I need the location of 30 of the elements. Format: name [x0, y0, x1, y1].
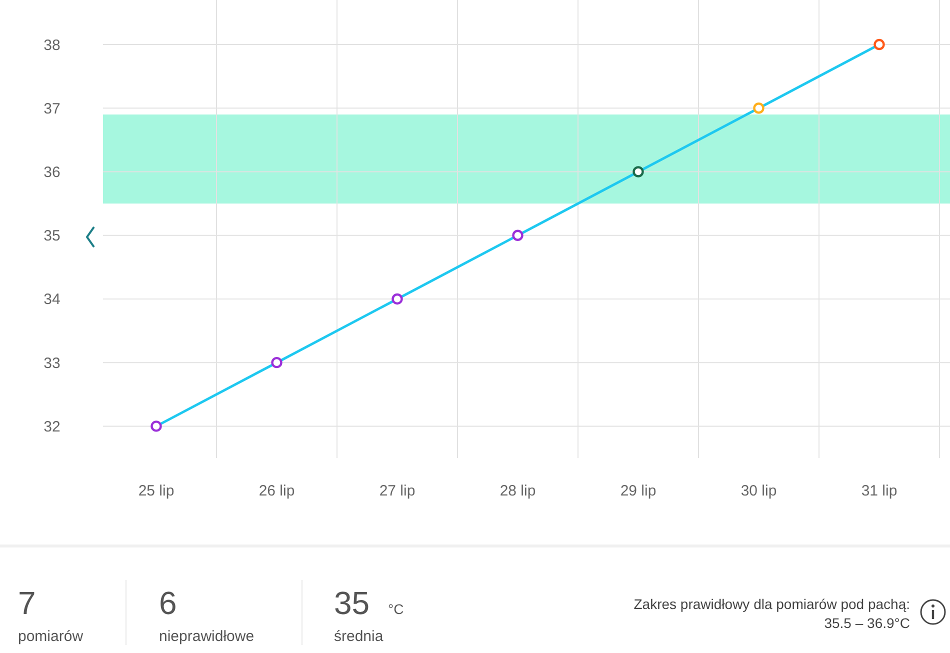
x-tick-label: 25 lip — [138, 482, 174, 500]
text: średnia — [334, 628, 384, 645]
x-tick-label: 30 lip — [740, 482, 777, 500]
text: 35 — [334, 585, 370, 621]
text: nieprawidłowe — [159, 628, 254, 645]
text: 35.5 – 36.9°C — [824, 615, 910, 631]
x-tick-label: 29 lip — [620, 482, 656, 500]
x-tick-label: 27 lip — [379, 482, 416, 500]
y-tick-label: 32 — [44, 418, 60, 436]
y-tick-label: 34 — [44, 291, 60, 308]
text: 7 — [18, 585, 36, 621]
point — [271, 356, 282, 368]
point — [392, 293, 403, 305]
point — [753, 102, 764, 114]
x-tick-label: 26 lip — [258, 482, 295, 500]
y-tick-label: 33 — [44, 354, 60, 372]
x-tick-label: 28 lip — [500, 482, 536, 500]
y-tick-label: 36 — [44, 164, 60, 181]
point — [632, 166, 644, 178]
point — [150, 420, 162, 432]
text: pomiarów — [18, 628, 84, 645]
y-tick-label: 35 — [44, 228, 60, 245]
point — [512, 230, 524, 241]
y-tick-label: 38 — [44, 36, 60, 54]
point — [874, 38, 885, 50]
y-tick-label: 37 — [44, 100, 60, 118]
text: 6 — [159, 585, 177, 621]
text: °C — [388, 601, 404, 617]
text: Zakres prawidłowy dla pomiarów pod pachą: — [634, 596, 910, 612]
x-tick-label: 31 lip — [861, 482, 898, 500]
